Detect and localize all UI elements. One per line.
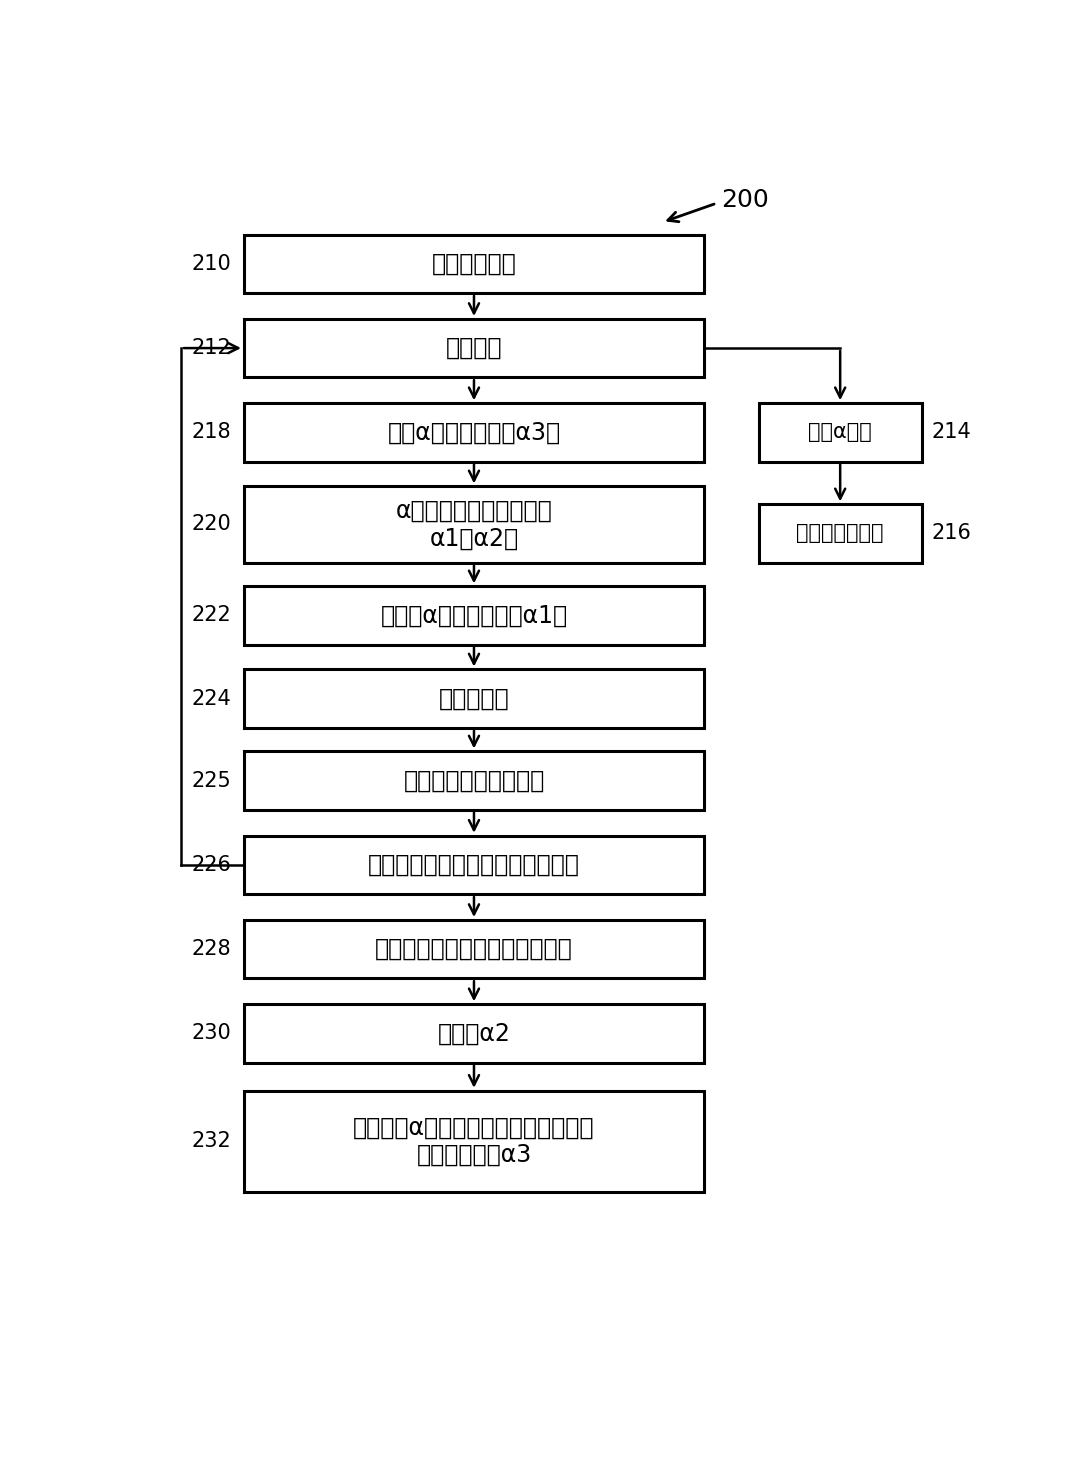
FancyBboxPatch shape [244, 751, 704, 810]
FancyBboxPatch shape [244, 836, 704, 894]
Text: 限制成α2: 限制成α2 [437, 1021, 511, 1046]
FancyBboxPatch shape [244, 1004, 704, 1062]
FancyBboxPatch shape [244, 670, 704, 728]
Text: 210: 210 [191, 254, 231, 274]
Text: 218: 218 [191, 422, 231, 442]
Text: 测量攻角: 测量攻角 [446, 336, 502, 360]
Text: 232: 232 [191, 1131, 231, 1151]
Text: 224: 224 [191, 689, 231, 709]
FancyBboxPatch shape [244, 587, 704, 645]
Text: 230: 230 [191, 1023, 231, 1043]
Text: 212: 212 [191, 338, 231, 357]
Text: 检查定时器: 检查定时器 [438, 687, 510, 711]
Text: 大于α激活（例如，α3）: 大于α激活（例如，α3） [388, 420, 561, 445]
Text: 检查是否满足预定标准: 检查是否满足预定标准 [403, 769, 544, 792]
Text: 200: 200 [721, 188, 769, 212]
Text: α界限选择逻辑（例如，
α1与α2）: α界限选择逻辑（例如， α1与α2） [395, 499, 552, 550]
Text: 222: 222 [191, 605, 231, 626]
Text: 214: 214 [932, 422, 972, 442]
Text: 216: 216 [932, 524, 972, 543]
Text: 220: 220 [191, 515, 231, 534]
FancyBboxPatch shape [244, 921, 704, 979]
FancyBboxPatch shape [244, 320, 704, 378]
Text: 检查约定阙值: 检查约定阙值 [432, 252, 516, 276]
FancyBboxPatch shape [758, 403, 922, 461]
Text: 小于最大时间并且预定标准未满足: 小于最大时间并且预定标准未满足 [368, 854, 580, 877]
FancyBboxPatch shape [758, 505, 922, 563]
FancyBboxPatch shape [244, 1091, 704, 1192]
FancyBboxPatch shape [244, 235, 704, 293]
Text: 226: 226 [191, 855, 231, 875]
Text: 大于最大时间或者预定标准满足: 大于最大时间或者预定标准满足 [375, 937, 572, 961]
Text: 不进行任何操作: 不进行任何操作 [796, 524, 883, 543]
FancyBboxPatch shape [244, 403, 704, 461]
FancyBboxPatch shape [244, 486, 704, 563]
Text: 限制成α界限（例如，α1）: 限制成α界限（例如，α1） [380, 604, 568, 627]
Text: 小于α激活: 小于α激活 [808, 422, 872, 442]
Text: 228: 228 [191, 940, 231, 959]
Text: 继续测量α，直到飞行员干预或者控制
输入实现小于α3: 继续测量α，直到飞行员干预或者控制 输入实现小于α3 [353, 1115, 595, 1167]
Text: 225: 225 [191, 770, 231, 791]
